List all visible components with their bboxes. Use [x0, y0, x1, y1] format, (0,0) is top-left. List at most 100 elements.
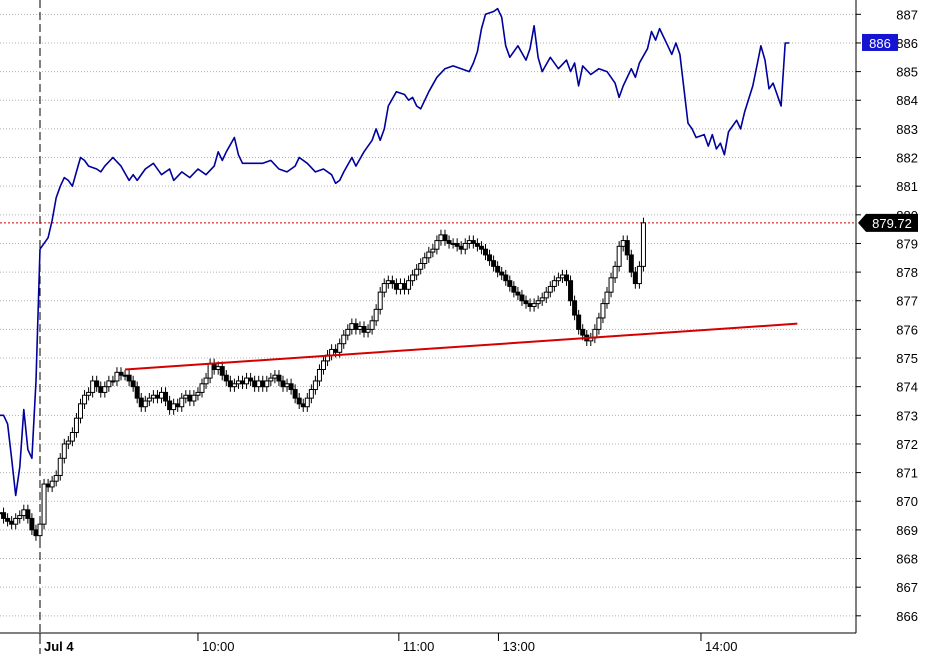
candle-body: [608, 277, 614, 293]
candle: [175, 398, 181, 412]
candle-body: [276, 374, 282, 382]
candle-body: [264, 380, 270, 388]
candle: [171, 398, 177, 415]
candle: [592, 324, 598, 344]
candle-body: [576, 314, 582, 330]
candle: [373, 304, 379, 326]
candle-body: [142, 400, 148, 408]
candle-body: [559, 274, 565, 279]
candle-body: [183, 394, 189, 399]
candle-body: [215, 366, 221, 370]
candle-body: [389, 280, 395, 285]
candle-body: [308, 389, 314, 399]
candle-body: [300, 403, 306, 408]
candle: [312, 375, 318, 395]
candle: [600, 298, 606, 324]
candle-body: [5, 517, 11, 522]
candle: [612, 261, 618, 283]
candle: [86, 387, 92, 401]
candle: [483, 244, 488, 261]
candle: [628, 249, 634, 278]
candle-body: [288, 383, 294, 391]
y-tick-label-873: 873: [896, 408, 918, 423]
candle-body: [503, 274, 509, 282]
candle: [288, 378, 294, 395]
candle: [377, 286, 383, 315]
candle: [276, 370, 282, 387]
candle-body: [207, 363, 213, 379]
candle-body: [304, 397, 310, 408]
grid: [0, 13, 856, 617]
line-last-value-text: 886: [869, 36, 891, 51]
candle-body: [138, 397, 144, 408]
candle-body: [41, 483, 47, 525]
candle: [13, 513, 19, 530]
candle-body: [150, 394, 156, 399]
candle-body: [632, 271, 638, 285]
candle-body: [268, 377, 274, 382]
x-tick-label-2: 11:00: [403, 639, 435, 654]
candle: [227, 375, 233, 392]
candle: [450, 238, 456, 249]
candle-body: [495, 265, 501, 273]
y-tick-label-866: 866: [896, 609, 918, 624]
candle: [203, 372, 209, 389]
last-value-badges: 886 879.72: [858, 33, 918, 232]
candle: [29, 513, 35, 536]
candle-body: [604, 291, 610, 305]
candle-body: [442, 234, 448, 242]
candle: [608, 272, 614, 298]
candle-body: [102, 386, 108, 393]
candle-last-value-badge: [858, 213, 918, 232]
candle-body: [37, 523, 43, 537]
candle: [511, 281, 517, 298]
candle-body: [523, 300, 529, 305]
candle: [9, 516, 15, 530]
candle: [470, 235, 476, 249]
candle-body: [365, 328, 371, 333]
candle: [474, 238, 480, 252]
candle-body: [296, 397, 302, 405]
candle-body: [21, 509, 27, 517]
candle: [446, 235, 452, 249]
candle-body: [596, 317, 602, 330]
candle-body: [491, 260, 497, 267]
candle-body: [483, 248, 488, 256]
trendline: [124, 322, 798, 371]
candle: [438, 229, 444, 246]
candle-body: [430, 248, 436, 253]
candle: [393, 278, 399, 295]
y-tick-label-878: 878: [896, 265, 918, 280]
candle-body: [450, 242, 456, 245]
candle: [495, 261, 501, 278]
candle-body: [539, 297, 545, 302]
candle-body: [547, 285, 553, 293]
candle: [620, 235, 626, 252]
candle: [434, 235, 440, 255]
y-tick-label-871: 871: [896, 466, 918, 481]
candle-body: [329, 348, 335, 356]
candle: [154, 390, 160, 404]
trendline-layer: [124, 322, 798, 371]
candle: [191, 390, 197, 407]
candle: [65, 435, 71, 450]
candle-body: [90, 380, 96, 393]
y-tick-label-874: 874: [896, 380, 918, 395]
candle-body: [53, 474, 59, 482]
candle: [183, 390, 189, 404]
candle-body: [470, 240, 476, 244]
candle: [325, 350, 331, 367]
candle-body: [568, 280, 574, 302]
y-tick-label-885: 885: [896, 65, 918, 80]
candle-body: [312, 380, 318, 391]
candle: [231, 378, 237, 392]
candle-body: [418, 263, 424, 270]
candle: [122, 370, 128, 381]
candle: [21, 504, 27, 521]
candle-body: [385, 280, 391, 285]
candle: [260, 375, 266, 392]
candle-body: [414, 268, 420, 276]
candle-body: [531, 303, 537, 307]
candle: [321, 355, 326, 375]
y-tick-label-869: 869: [896, 523, 918, 538]
